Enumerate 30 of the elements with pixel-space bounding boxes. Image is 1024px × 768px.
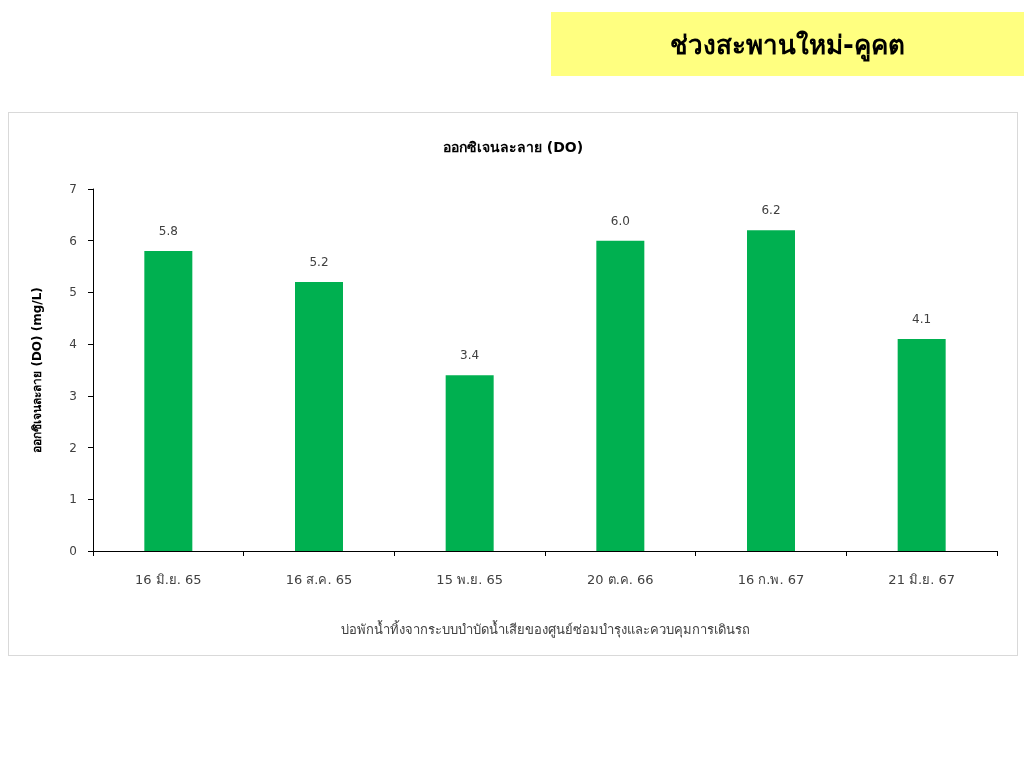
- x-tick-label: 20 ต.ค. 66: [587, 572, 654, 587]
- chart-title: ช่วงสะพานใหม่-คูคต: [670, 28, 905, 64]
- data-label: 4.1: [912, 311, 932, 326]
- y-axis-title: ออกซิเจนละลาย (DO) (mg/L): [30, 287, 44, 453]
- x-axis-title: บ่อพักน้ำทิ้งจากระบบบำบัดน้ำเสียของศูนย์ซ่อมบำรุงและควบคุมการเดินรถ: [340, 620, 750, 638]
- x-tick-label: 16 ส.ค. 65: [285, 572, 353, 587]
- y-tick-label: 7: [69, 182, 77, 196]
- data-label: 5.8: [158, 224, 178, 239]
- data-label: 3.4: [460, 348, 480, 363]
- data-label: 6.2: [761, 203, 781, 218]
- y-tick-label: 4: [69, 337, 77, 352]
- bar: [596, 240, 645, 551]
- y-tick-label: 1: [69, 492, 77, 507]
- data-label: 6.0: [610, 213, 630, 228]
- x-tick-label: 16 มิ.ย. 65: [135, 572, 202, 587]
- x-tick-label: 15 พ.ย. 65: [436, 572, 503, 587]
- bar: [747, 230, 795, 551]
- bar: [144, 251, 193, 551]
- bar: [295, 282, 343, 551]
- y-tick-label: 2: [69, 440, 77, 455]
- x-tick-label: 21 มิ.ย. 67: [888, 572, 955, 587]
- bar: [897, 338, 946, 551]
- x-tick-label: 16 ก.พ. 67: [737, 572, 805, 587]
- bar: [445, 375, 494, 551]
- y-tick-label: 6: [69, 233, 77, 248]
- y-tick-label: 3: [69, 388, 77, 403]
- chart-subtitle: ออกซิเจนละลาย (DO): [442, 139, 584, 155]
- y-tick-label: 0: [69, 544, 77, 558]
- y-tick-label: 5: [69, 285, 77, 300]
- data-label: 5.2: [309, 255, 329, 270]
